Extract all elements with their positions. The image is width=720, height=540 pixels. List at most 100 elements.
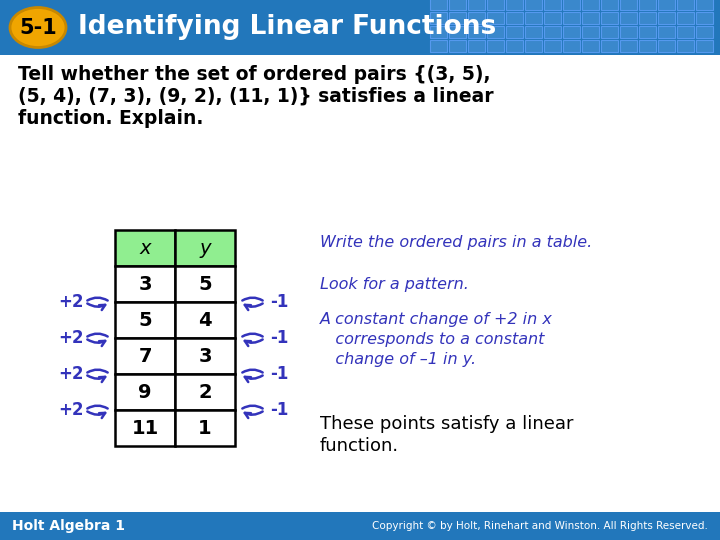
Bar	[115, 266, 175, 302]
Text: corresponds to a constant: corresponds to a constant	[320, 332, 544, 347]
Bar	[639, 12, 656, 24]
Bar	[115, 374, 175, 410]
Text: Look for a pattern.: Look for a pattern.	[320, 276, 469, 292]
Bar	[582, 0, 599, 10]
Bar	[601, 0, 618, 10]
Bar	[468, 0, 485, 10]
Bar	[175, 338, 235, 374]
Bar	[696, 0, 713, 10]
Bar	[563, 0, 580, 10]
Text: -1: -1	[270, 329, 288, 347]
Bar	[506, 40, 523, 52]
Bar	[0, 0, 720, 55]
Bar	[449, 0, 466, 10]
Bar	[639, 0, 656, 10]
Bar	[696, 26, 713, 38]
Bar	[175, 266, 235, 302]
Bar	[601, 12, 618, 24]
Bar	[468, 12, 485, 24]
Bar	[449, 26, 466, 38]
Bar	[449, 40, 466, 52]
Bar	[544, 40, 561, 52]
Bar	[563, 12, 580, 24]
Bar	[677, 12, 694, 24]
Bar	[601, 26, 618, 38]
Bar	[506, 12, 523, 24]
Bar	[449, 12, 466, 24]
Bar	[563, 26, 580, 38]
Bar	[0, 55, 720, 512]
Text: 5: 5	[138, 310, 152, 329]
Text: 7: 7	[138, 347, 152, 366]
Text: Holt Algebra 1: Holt Algebra 1	[12, 519, 125, 533]
Bar	[677, 26, 694, 38]
Text: +2: +2	[58, 401, 84, 419]
Text: 5: 5	[198, 274, 212, 294]
Text: +2: +2	[58, 365, 84, 383]
Bar	[620, 40, 637, 52]
Bar	[582, 26, 599, 38]
Text: 4: 4	[198, 310, 212, 329]
Bar	[601, 40, 618, 52]
Bar	[677, 40, 694, 52]
Bar	[487, 0, 504, 10]
Text: Tell whether the set of ordered pairs {(3, 5),: Tell whether the set of ordered pairs {(…	[18, 65, 490, 84]
Bar	[658, 0, 675, 10]
Bar	[430, 0, 447, 10]
Bar	[582, 40, 599, 52]
Text: +2: +2	[58, 293, 84, 311]
Bar	[468, 26, 485, 38]
Text: 1: 1	[198, 418, 212, 437]
Text: -1: -1	[270, 365, 288, 383]
Bar	[506, 0, 523, 10]
Bar	[639, 40, 656, 52]
Bar	[620, 26, 637, 38]
Text: function. Explain.: function. Explain.	[18, 109, 203, 128]
Bar	[506, 26, 523, 38]
Bar	[0, 512, 720, 540]
Text: (5, 4), (7, 3), (9, 2), (11, 1)} satisfies a linear: (5, 4), (7, 3), (9, 2), (11, 1)} satisfi…	[18, 87, 494, 106]
Bar	[658, 26, 675, 38]
Bar	[175, 410, 235, 446]
Bar	[175, 230, 235, 266]
Text: x: x	[139, 239, 150, 258]
Text: Write the ordered pairs in a table.: Write the ordered pairs in a table.	[320, 234, 593, 249]
Bar	[525, 0, 542, 10]
Ellipse shape	[10, 8, 66, 48]
Bar	[487, 40, 504, 52]
Bar	[544, 26, 561, 38]
Text: 9: 9	[138, 382, 152, 402]
Bar	[468, 40, 485, 52]
Bar	[175, 374, 235, 410]
Bar	[487, 26, 504, 38]
Bar	[115, 338, 175, 374]
Text: -1: -1	[270, 401, 288, 419]
Bar	[115, 230, 175, 266]
Text: y: y	[199, 239, 211, 258]
Bar	[639, 26, 656, 38]
Text: 11: 11	[131, 418, 158, 437]
Bar	[620, 0, 637, 10]
Text: 5-1: 5-1	[19, 17, 57, 37]
Bar	[544, 0, 561, 10]
Bar	[696, 40, 713, 52]
Bar	[430, 12, 447, 24]
Text: +2: +2	[58, 329, 84, 347]
Bar	[563, 40, 580, 52]
Text: 3: 3	[138, 274, 152, 294]
Bar	[525, 26, 542, 38]
Bar	[430, 40, 447, 52]
Text: Identifying Linear Functions: Identifying Linear Functions	[78, 15, 496, 40]
Text: 2: 2	[198, 382, 212, 402]
Text: -1: -1	[270, 293, 288, 311]
Text: These points satisfy a linear: These points satisfy a linear	[320, 415, 574, 433]
Bar	[677, 0, 694, 10]
Bar	[525, 40, 542, 52]
Text: Copyright © by Holt, Rinehart and Winston. All Rights Reserved.: Copyright © by Holt, Rinehart and Winsto…	[372, 521, 708, 531]
Text: function.: function.	[320, 437, 399, 455]
Bar	[658, 12, 675, 24]
Bar	[525, 12, 542, 24]
Text: A constant change of +2 in x: A constant change of +2 in x	[320, 312, 553, 327]
Bar	[115, 410, 175, 446]
Bar	[620, 12, 637, 24]
